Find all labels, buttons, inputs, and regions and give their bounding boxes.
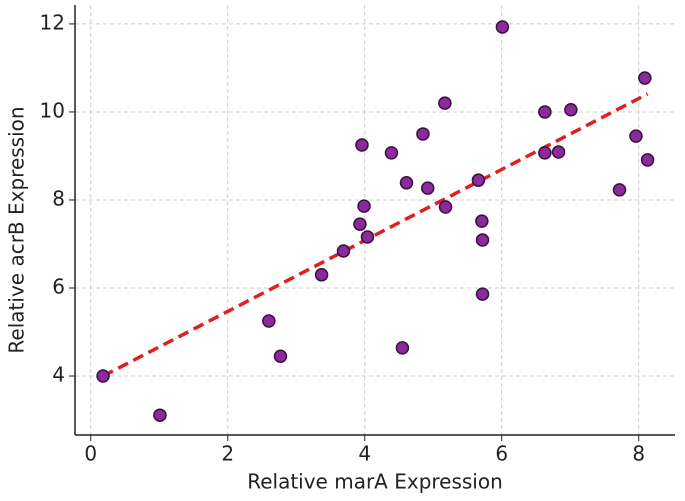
point [438, 200, 453, 214]
x-axis-label: Relative marA Expression [247, 470, 503, 494]
point [551, 145, 566, 159]
point [384, 146, 399, 160]
point [475, 287, 490, 301]
point [475, 233, 490, 247]
point [262, 314, 276, 328]
point [399, 176, 414, 190]
point [471, 173, 486, 187]
point [273, 349, 288, 363]
y-axis-label: Relative acrB Expression [5, 106, 29, 353]
point [353, 217, 367, 231]
point [314, 268, 329, 282]
y-tick-label: 12 [40, 10, 65, 34]
point [360, 230, 375, 244]
point [629, 129, 643, 143]
point [495, 20, 510, 34]
point [538, 146, 552, 160]
point [420, 181, 435, 195]
point [153, 408, 167, 422]
x-tick-label: 0 [84, 442, 97, 466]
point [395, 341, 410, 355]
y-tick-label: 4 [52, 363, 65, 387]
point [638, 71, 652, 85]
y-tick-label: 10 [40, 98, 65, 122]
x-tick-label: 8 [632, 442, 645, 466]
trend-line [102, 92, 649, 378]
x-tick-label: 2 [221, 442, 234, 466]
point [96, 369, 110, 383]
x-tick-label: 6 [495, 442, 508, 466]
point [475, 214, 489, 228]
point [538, 105, 552, 119]
point [336, 244, 351, 258]
y-tick-label: 8 [52, 186, 65, 210]
point [416, 127, 430, 141]
point [564, 102, 578, 117]
x-tick-label: 4 [358, 442, 371, 466]
point [640, 153, 655, 167]
point [355, 138, 369, 152]
y-tick-label: 6 [52, 274, 65, 298]
point [438, 96, 452, 110]
point [612, 183, 627, 197]
point [357, 199, 371, 213]
